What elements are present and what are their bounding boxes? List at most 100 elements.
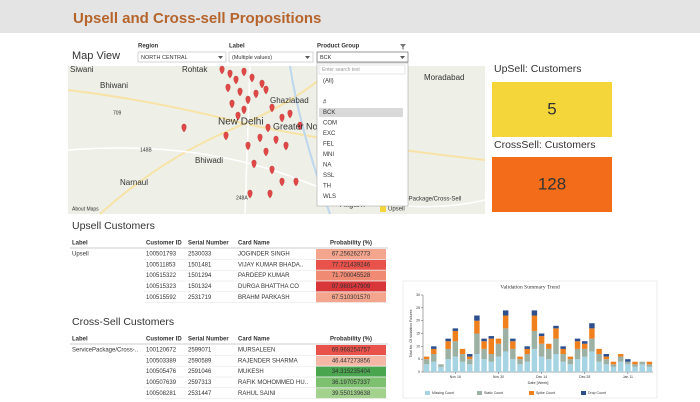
bar-segment [574,359,581,372]
bar-segment [546,348,552,360]
bar-segment [510,338,516,342]
column-header: Serial Number [188,241,229,247]
bar-segment [452,356,459,372]
table-cell: 100515592 [146,295,177,301]
table-title: Cross-Sell Customers [72,316,174,328]
map-attribution: About Maps [72,206,99,212]
bar-segment [502,351,509,372]
dropdown-option[interactable]: FEL [323,142,335,148]
legend-label: ServicePackage/Cross-Sell [389,197,462,203]
map-place-label: New Delhi [218,117,264,128]
map-pin [225,83,231,93]
kpi-value: 5 [547,99,556,118]
map-pin [257,133,263,143]
bar-segment [546,359,552,372]
bar-segment [488,361,495,372]
bar-segment [639,361,645,365]
map-pin [293,177,299,187]
bar-segment [538,356,545,372]
map-pin [251,159,257,169]
table-cell: MURSALEEN [238,348,275,354]
bar-segment [538,343,545,357]
bar-segment [603,356,610,360]
map-pin [247,189,253,199]
map-pin [297,121,303,131]
dropdown-option[interactable]: NA [323,163,331,169]
road [99,69,331,215]
dropdown-arrow [400,56,405,59]
road [67,147,486,208]
map-place-label: 148B [140,147,152,153]
filter-select[interactable] [228,51,314,63]
bar-segment [646,364,653,367]
bar-segment [625,361,631,365]
bar-segment [646,366,653,372]
filter-select[interactable] [316,51,409,63]
bar-segment [538,336,545,344]
filter-icon[interactable] [400,44,406,50]
bar-segment [502,315,509,329]
legend-label: Upsell [388,207,405,213]
bar-segment [574,338,581,342]
dropdown-panel [316,62,409,207]
table-cell: RAHUL SAINI [238,391,276,397]
bar-segment [646,361,653,365]
bar-segment [474,354,480,372]
probability-cell [316,366,386,377]
x-tick-label: Nov 30 [493,375,504,379]
dropdown-option[interactable]: BCK [323,110,335,116]
filter-select[interactable] [137,51,227,63]
table-cell: VIJAY KUMAR BHADA.. [238,262,303,268]
dropdown-option[interactable]: # [323,100,327,106]
legend-label: Drop Count [588,391,606,395]
bar-segment [459,354,466,362]
bar-segment [632,364,638,367]
table-cell: 100120672 [146,348,177,354]
bar-segment [553,328,559,339]
dropdown-option[interactable]: MNI [323,152,334,158]
table-cell: 69.968254757 [332,348,371,354]
bar-segment [639,364,645,372]
probability-cell [316,345,386,355]
dropdown-option[interactable]: WLS [323,194,336,200]
dropdown-option[interactable]: EXC [323,131,336,137]
bar-segment [625,364,631,372]
probability-cell [316,377,386,388]
dropdown-arrow [305,56,310,59]
bar-segment [531,315,538,331]
road [244,65,251,215]
search-box[interactable] [318,64,406,75]
bar-segment [431,361,437,372]
bar-segment [524,354,530,362]
bar-segment [617,361,624,372]
probability-cell [316,355,386,366]
y-tick-label: 5 [418,357,420,361]
dropdown-option[interactable]: (All) [323,79,334,85]
bar-segment [431,354,437,362]
map-pin [237,87,243,97]
dropdown-option[interactable]: SSL [323,173,335,179]
bar-segment [431,346,437,349]
bar-segment [459,348,466,355]
table-cell: 39.550139638 [332,391,371,397]
bar-segment [423,356,430,360]
legend-swatch [380,206,386,212]
map-place-label: Bhiwadi [195,156,223,165]
table-cell: 100501793 [146,252,177,258]
bar-segment [589,338,595,352]
y-tick-label: 20 [416,319,420,323]
bar-segment [632,361,638,365]
bar-segment [632,366,638,372]
bar-segment [452,341,459,357]
map-pin [245,141,251,151]
dropdown-option[interactable]: COM [323,121,337,127]
legend-label: Static Count [484,391,503,395]
map-pin [273,135,279,145]
probability-cell [316,281,386,292]
bar-segment [495,343,502,357]
y-tick-label: 30 [416,293,420,297]
bar-segment [524,361,530,372]
map-pin [269,165,275,175]
dropdown-option[interactable]: TH [323,184,331,190]
